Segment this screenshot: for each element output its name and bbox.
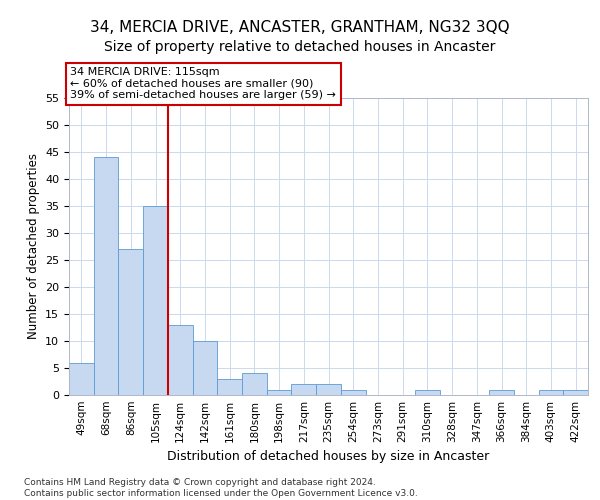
Bar bbox=[267, 390, 292, 395]
Bar bbox=[563, 390, 588, 395]
Bar bbox=[292, 384, 316, 395]
X-axis label: Distribution of detached houses by size in Ancaster: Distribution of detached houses by size … bbox=[167, 450, 490, 464]
Bar bbox=[489, 390, 514, 395]
Bar bbox=[94, 157, 118, 395]
Bar bbox=[341, 390, 365, 395]
Text: Contains HM Land Registry data © Crown copyright and database right 2024.
Contai: Contains HM Land Registry data © Crown c… bbox=[24, 478, 418, 498]
Text: Size of property relative to detached houses in Ancaster: Size of property relative to detached ho… bbox=[104, 40, 496, 54]
Bar bbox=[193, 341, 217, 395]
Bar bbox=[69, 362, 94, 395]
Text: 34, MERCIA DRIVE, ANCASTER, GRANTHAM, NG32 3QQ: 34, MERCIA DRIVE, ANCASTER, GRANTHAM, NG… bbox=[90, 20, 510, 35]
Bar bbox=[316, 384, 341, 395]
Bar bbox=[217, 379, 242, 395]
Y-axis label: Number of detached properties: Number of detached properties bbox=[26, 153, 40, 340]
Bar bbox=[143, 206, 168, 395]
Text: 34 MERCIA DRIVE: 115sqm
← 60% of detached houses are smaller (90)
39% of semi-de: 34 MERCIA DRIVE: 115sqm ← 60% of detache… bbox=[70, 67, 336, 100]
Bar bbox=[242, 374, 267, 395]
Bar bbox=[539, 390, 563, 395]
Bar bbox=[415, 390, 440, 395]
Bar bbox=[168, 324, 193, 395]
Bar bbox=[118, 249, 143, 395]
